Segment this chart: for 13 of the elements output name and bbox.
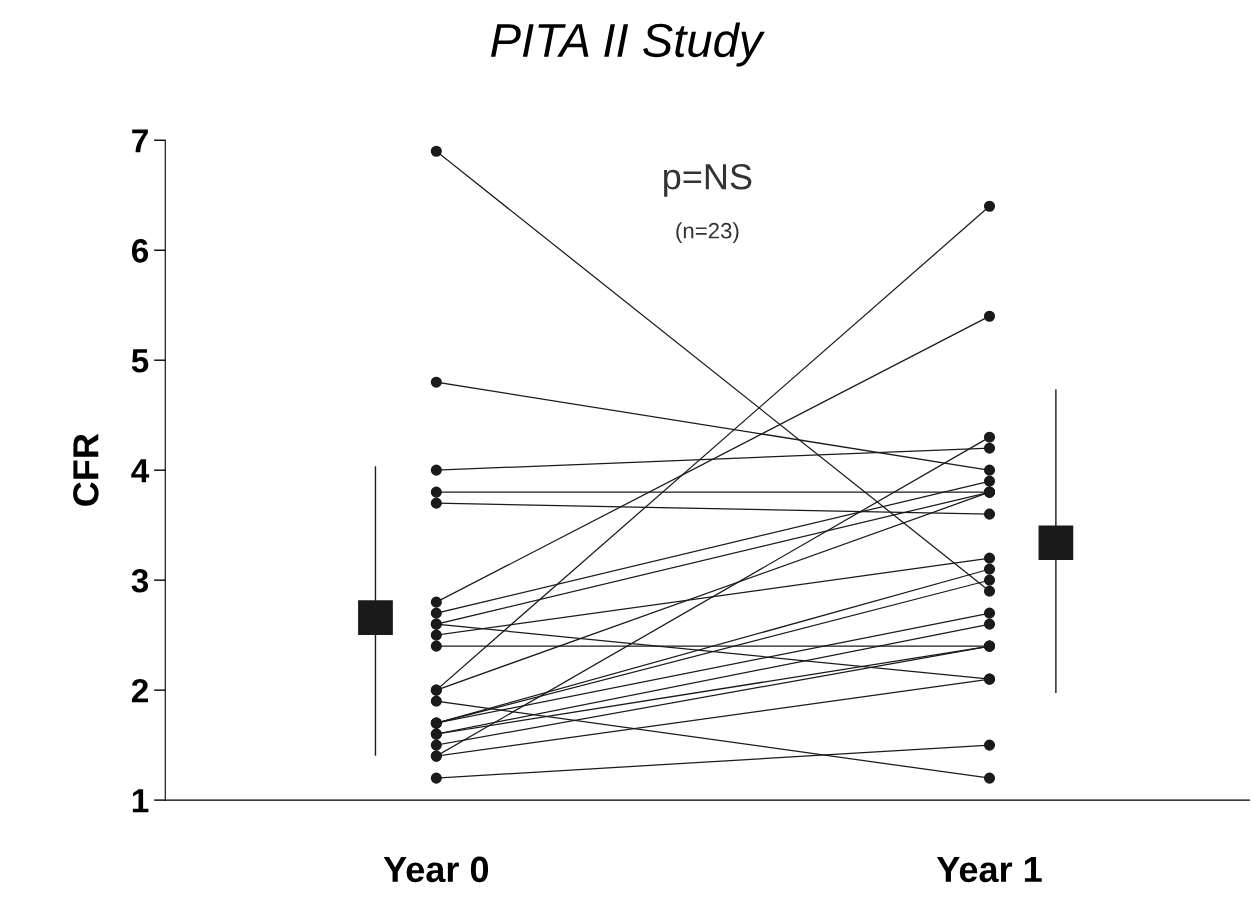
chart-title: PITA II Study	[490, 22, 765, 67]
y-tick-label: 1	[132, 789, 149, 813]
y-tick-label: 4	[131, 459, 150, 483]
y-axis-title: CFR	[73, 433, 99, 506]
y-tick-label: 7	[132, 129, 148, 153]
y-tick-label: 6	[131, 239, 149, 263]
y-tick-label: 2	[131, 678, 148, 703]
y-tick-label: 3	[131, 568, 149, 593]
annotation: (n=23)	[676, 222, 739, 243]
x-tick-label: Year 0	[383, 856, 489, 883]
annotation: p=NS	[664, 163, 752, 197]
x-tick-label: Year 1	[936, 856, 1042, 883]
y-tick-label: 5	[131, 349, 149, 373]
